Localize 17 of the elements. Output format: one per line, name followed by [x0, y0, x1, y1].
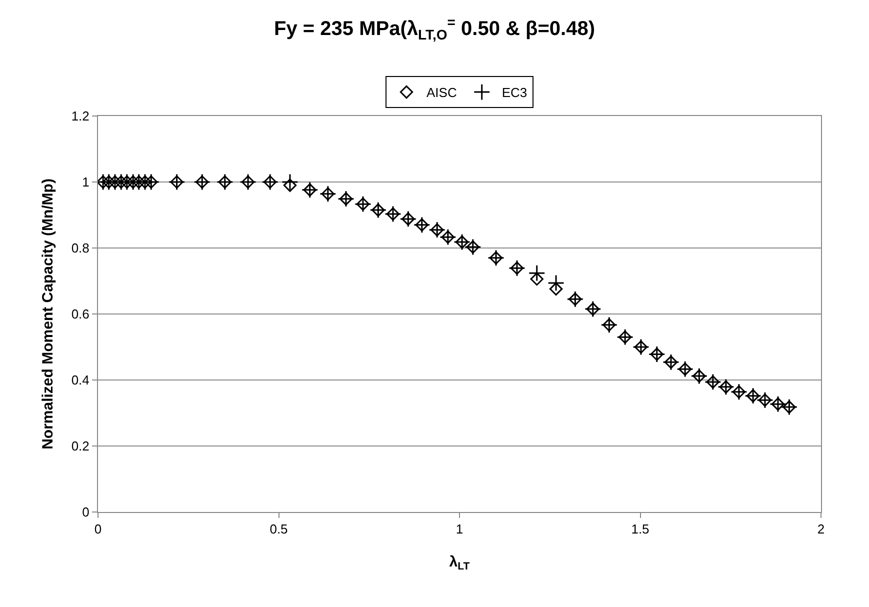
- y-tick-label: 1.2: [71, 108, 90, 124]
- y-tick-label: 0.6: [71, 306, 90, 322]
- y-tick-label: 0: [82, 504, 90, 520]
- x-axis-title: λ$_{LT}$: [449, 554, 470, 573]
- chart-title: Fy = 235 MPa(λ$_{LT,O}$$^{=}$ 0.50 & β=0.48): [274, 14, 595, 42]
- x-tick-label: 0: [94, 522, 102, 537]
- x-tick-label: 1: [456, 522, 464, 537]
- y-tick-label: 1: [82, 174, 90, 190]
- y-tick-label: 0.4: [71, 372, 90, 388]
- x-tick-label: 2: [817, 522, 825, 537]
- y-axis-title: Normalized Moment Capacity (Mn/Mp): [40, 178, 57, 450]
- legend-label: EC3: [502, 85, 528, 100]
- legend-label: AISC: [426, 85, 457, 100]
- y-tick-label: 0.2: [71, 438, 90, 454]
- x-tick-label: 1.5: [631, 522, 650, 537]
- y-tick-label: 0.8: [71, 240, 90, 256]
- x-tick-label: 0.5: [270, 522, 288, 537]
